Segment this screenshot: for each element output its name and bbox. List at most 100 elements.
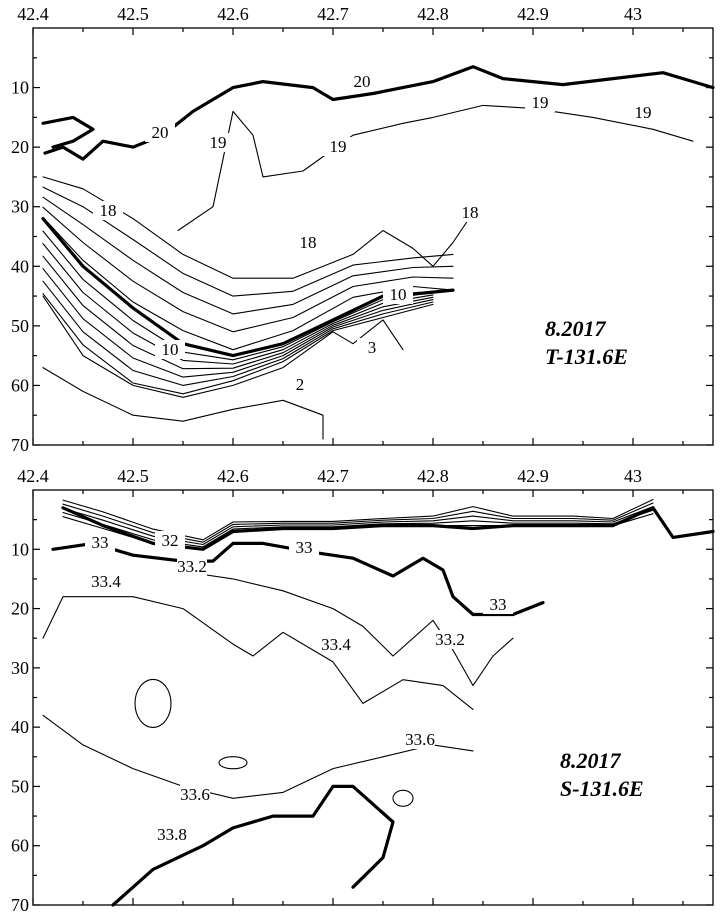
y-tick-label: 50 (11, 316, 29, 336)
contour-label: 33 (92, 533, 109, 552)
contour-label: 19 (330, 137, 347, 156)
contour-label-backdrop (93, 201, 123, 220)
contour-label-backdrop (483, 595, 513, 614)
y-tick-label: 70 (11, 435, 29, 455)
y-tick-label: 30 (11, 658, 29, 678)
x-tick-label: 42.4 (17, 466, 49, 486)
contour-line-33-8 (111, 784, 395, 907)
closed-contour (134, 678, 172, 728)
closed-contour (392, 789, 414, 807)
contour-label-backdrop (455, 203, 485, 222)
contour-label-backdrop (285, 375, 315, 394)
y-tick-label: 10 (11, 78, 29, 98)
contour-label: 19 (532, 93, 549, 112)
contour-line-2 (42, 367, 324, 440)
contour-line-minor (42, 206, 454, 333)
x-tick-label: 42.5 (117, 466, 149, 486)
contour-label-backdrop (180, 785, 210, 804)
contour-label: 18 (300, 233, 317, 252)
panel-subtitle: T-131.6E (545, 344, 628, 369)
contour-label: 19 (635, 103, 652, 122)
contour-label-backdrop (628, 103, 658, 122)
contour-label: 19 (210, 133, 227, 152)
contour-label: 33 (296, 538, 313, 557)
contour-line-minor (42, 280, 434, 386)
contour-label: 33.8 (157, 825, 187, 844)
contour-label-backdrop (91, 572, 121, 591)
contour-label-backdrop (85, 533, 115, 552)
contour-label-backdrop (323, 137, 353, 156)
y-tick-label: 40 (11, 256, 29, 276)
contour-label: 33.4 (91, 572, 121, 591)
x-tick-label: 42.7 (317, 4, 349, 24)
contour-label: 33.4 (321, 635, 351, 654)
x-tick-label: 43 (624, 4, 642, 24)
x-tick-label: 42.5 (117, 4, 149, 24)
contour-line-33-4 (42, 596, 474, 710)
contour-label: 20 (354, 72, 371, 91)
x-tick-label: 42.4 (17, 4, 49, 24)
y-tick-label: 60 (11, 375, 29, 395)
contour-label: 10 (390, 285, 407, 304)
contour-line-33-6 (42, 714, 474, 799)
contour-line-minor (62, 498, 654, 541)
contour-line-minor (42, 243, 434, 365)
contour-label-backdrop (157, 825, 187, 844)
contour-label: 18 (100, 201, 117, 220)
contour-label: 10 (162, 340, 179, 359)
x-tick-label: 42.8 (417, 466, 449, 486)
contour-label-backdrop (357, 338, 387, 357)
contour-line-20 (43, 65, 715, 161)
contour-line-minor (42, 268, 434, 378)
contour-line-33 (51, 541, 545, 617)
y-tick-label: 30 (11, 197, 29, 217)
x-tick-label: 42.6 (217, 466, 249, 486)
panel-subtitle: S-131.6E (560, 776, 644, 801)
contour-label-backdrop (203, 133, 233, 152)
temperature-section-panel: 42.4 42.5 42.6 42.7 42.8 42.9 43 10 20 30 40 50 60 70… (11, 4, 715, 455)
contour-line-3 (42, 295, 404, 398)
contour-label: 33.2 (435, 630, 465, 649)
y-tick-label: 70 (11, 895, 29, 915)
panel-title: 8.2017 (545, 316, 607, 341)
contour-line-33-2 (192, 572, 514, 687)
contour-label-backdrop (293, 233, 323, 252)
contour-line-18 (42, 176, 474, 279)
contour-label-backdrop (155, 531, 185, 550)
plot-frame (32, 27, 714, 446)
salinity-section-panel: 42.4 42.5 42.6 42.7 42.8 42.9 43 10 20 30 40 50 60 70… (11, 466, 715, 915)
contour-label-backdrop (321, 635, 351, 654)
x-tick-label: 42.7 (317, 466, 349, 486)
x-tick-label: 42.9 (517, 466, 549, 486)
contour-line-20 (41, 115, 95, 149)
x-tick-label: 43 (624, 466, 642, 486)
contour-label-backdrop (347, 72, 377, 91)
contour-label: 32 (162, 531, 179, 550)
contour-label-backdrop (405, 730, 435, 749)
x-tick-label: 42.8 (417, 4, 449, 24)
contour-line-minor (42, 255, 434, 370)
y-tick-label: 10 (11, 539, 29, 559)
contour-label-backdrop (155, 340, 185, 359)
contour-label-backdrop (525, 93, 555, 112)
contour-label: 20 (152, 123, 169, 142)
y-tick-label: 20 (11, 137, 29, 157)
contour-label: 33 (490, 595, 507, 614)
panel-title: 8.2017 (560, 748, 622, 773)
y-tick-label: 20 (11, 599, 29, 619)
contour-label-backdrop (435, 630, 465, 649)
contour-label: 2 (296, 375, 305, 394)
y-tick-label: 50 (11, 776, 29, 796)
x-tick-label: 42.9 (517, 4, 549, 24)
contour-label: 33.6 (405, 730, 435, 749)
contour-label-backdrop (177, 557, 207, 576)
closed-contour (218, 756, 248, 770)
contour-line-minor (42, 196, 454, 315)
x-tick-label: 42.6 (217, 4, 249, 24)
y-tick-label: 60 (11, 836, 29, 856)
contour-label-backdrop (383, 285, 413, 304)
contour-label-backdrop (289, 538, 319, 557)
contour-line-minor (42, 230, 434, 361)
contour-label-backdrop (145, 123, 175, 142)
